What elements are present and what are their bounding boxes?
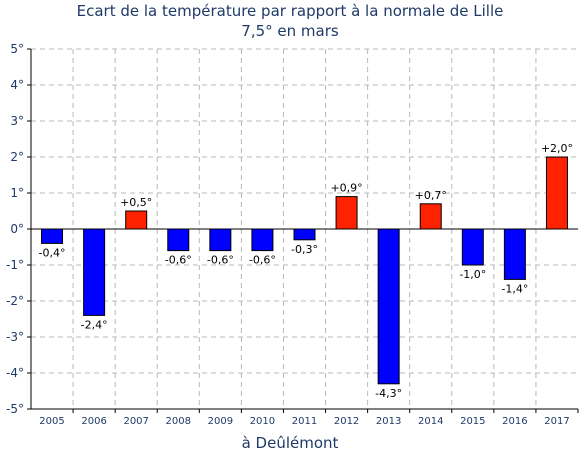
- y-tick-label: -1°: [6, 258, 24, 272]
- data-label: -0,6°: [165, 254, 192, 267]
- data-label: -0,6°: [207, 254, 234, 267]
- bar-2011: [293, 228, 316, 241]
- x-tick-label: 2015: [460, 416, 485, 427]
- bar-2007: [125, 210, 148, 230]
- y-tick-label: 2°: [10, 150, 24, 164]
- x-tick-label: 2005: [39, 416, 64, 427]
- x-tick-label: 2010: [250, 416, 275, 427]
- x-tick-label: 2017: [544, 416, 569, 427]
- x-tick-label: 2013: [376, 416, 401, 427]
- y-tick-label: -5°: [6, 402, 24, 416]
- x-tick-label: 2009: [208, 416, 233, 427]
- data-label: +2,0°: [541, 142, 573, 155]
- x-tick-label: 2014: [418, 416, 443, 427]
- bar-2015: [461, 228, 484, 266]
- data-label: +0,5°: [120, 196, 152, 209]
- x-tick-label: 2016: [502, 416, 527, 427]
- x-axis-label: à Deûlémont: [241, 434, 339, 452]
- data-label: -0,4°: [39, 246, 66, 259]
- data-label: -0,3°: [291, 243, 318, 256]
- bar-2014: [419, 203, 442, 230]
- y-tick-label: 3°: [10, 114, 24, 128]
- y-tick-label: 4°: [10, 78, 24, 92]
- x-tick-label: 2007: [123, 416, 148, 427]
- x-tick-label: 2008: [166, 416, 191, 427]
- data-label: -2,4°: [81, 318, 108, 331]
- data-label: -4,3°: [375, 387, 402, 400]
- data-label: +0,7°: [415, 189, 447, 202]
- bar-2005: [41, 228, 64, 244]
- y-tick-label: -2°: [6, 294, 24, 308]
- data-label: -0,6°: [249, 254, 276, 267]
- bar-2008: [167, 228, 190, 252]
- x-tick-label: 2006: [81, 416, 106, 427]
- x-tick-label: 2012: [334, 416, 359, 427]
- chart-subtitle: 7,5° en mars: [241, 22, 339, 40]
- bar-2012: [335, 196, 358, 230]
- chart-title: Ecart de la température par rapport à la…: [76, 2, 504, 20]
- y-tick-label: 1°: [10, 186, 24, 200]
- y-tick-label: 5°: [10, 42, 24, 56]
- bar-2006: [83, 228, 106, 316]
- data-label: -1,0°: [459, 268, 486, 281]
- y-tick-label: -3°: [6, 330, 24, 344]
- bar-2017: [545, 156, 568, 230]
- y-tick-label: -4°: [6, 366, 24, 380]
- bar-2016: [503, 228, 526, 280]
- bar-2013: [377, 228, 400, 385]
- bar-2010: [251, 228, 274, 252]
- bar-2009: [209, 228, 232, 252]
- x-tick-label: 2011: [292, 416, 317, 427]
- data-label: -1,4°: [501, 282, 528, 295]
- data-label: +0,9°: [330, 182, 362, 195]
- y-tick-label: 0°: [10, 222, 24, 236]
